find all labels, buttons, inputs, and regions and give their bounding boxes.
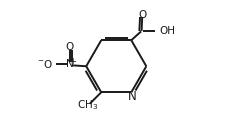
Text: N: N [66,59,74,69]
Text: OH: OH [159,26,175,36]
Text: O: O [138,10,146,20]
Text: $^{-}$O: $^{-}$O [37,58,53,70]
Text: N: N [128,90,136,103]
Text: CH$_3$: CH$_3$ [77,99,99,112]
Text: O: O [66,42,74,52]
Text: +: + [69,57,76,66]
